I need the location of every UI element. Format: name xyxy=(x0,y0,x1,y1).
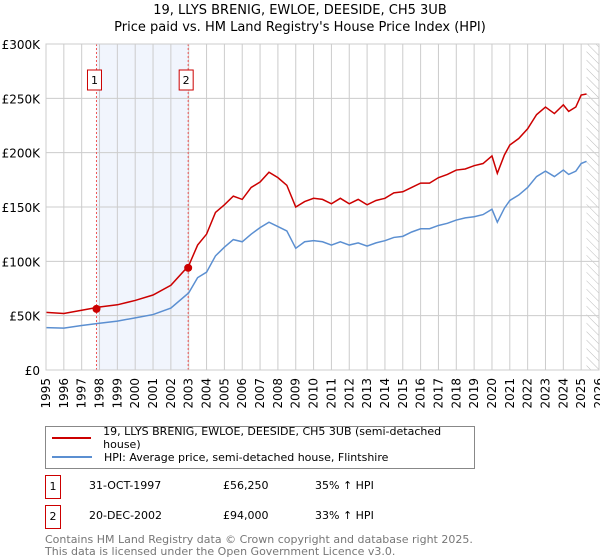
x-tick-label: 2024 xyxy=(556,378,570,409)
legend-swatch-hpi xyxy=(52,456,92,458)
x-tick-label: 1999 xyxy=(110,378,124,409)
footer-line: This data is licensed under the Open Gov… xyxy=(45,545,396,558)
sale-marker-label: 2 xyxy=(183,74,190,87)
y-tick-label: £150K xyxy=(2,201,42,215)
x-tick-label: 1995 xyxy=(39,378,53,409)
plot-border xyxy=(45,43,600,371)
legend-hpi: HPI: Average price, semi-detached house,… xyxy=(104,450,389,464)
x-tick-label: 2001 xyxy=(146,378,160,409)
x-tick-label: 2016 xyxy=(414,378,428,409)
x-tick-label: 2021 xyxy=(503,378,517,409)
sale-point xyxy=(92,304,101,313)
x-tick-label: 2020 xyxy=(485,378,499,409)
x-tick-label: 2007 xyxy=(253,378,267,409)
x-tick-label: 2015 xyxy=(396,378,410,409)
sale-marker-label: 1 xyxy=(91,74,98,87)
x-tick-label: 2000 xyxy=(128,378,142,409)
x-tick-label: 2006 xyxy=(235,378,249,409)
footer-line: Contains HM Land Registry data © Crown c… xyxy=(45,533,473,546)
chart-subtitle: Price paid vs. HM Land Registry's House … xyxy=(114,20,486,35)
y-tick-label: £250K xyxy=(2,92,42,106)
price-chart: 1995 1996 1997 1998 1999 2000 2001 2002 2003 2004… xyxy=(2,38,600,409)
legend-property: 19, LLYS BRENIG, EWLOE, DEESIDE, CH5 3UB… xyxy=(103,425,442,451)
x-tick-label: 2008 xyxy=(271,378,285,409)
x-tick-label: 1997 xyxy=(75,378,89,409)
table-row: 1 31-OCT-1997 £56,250 35% ↑ HPI xyxy=(45,475,545,499)
x-tick-label: 2009 xyxy=(289,378,303,409)
sale-hpi-change: 35% ↑ HPI xyxy=(315,479,374,492)
table-row: 2 20-DEC-2002 £94,000 33% ↑ HPI xyxy=(45,505,545,529)
sale-marker-box xyxy=(86,69,102,91)
sale-marker-label: 2 xyxy=(45,505,61,529)
x-tick-label: 2010 xyxy=(307,378,321,409)
x-tick-label: 2026 xyxy=(592,378,600,409)
sale-marker-box xyxy=(178,69,194,91)
x-tick-label: 2018 xyxy=(449,378,463,409)
sale-hpi-change: 33% ↑ HPI xyxy=(315,509,374,522)
x-tick-label: 2014 xyxy=(378,378,392,409)
x-tick-label: 2011 xyxy=(324,378,338,409)
x-tick-label: 2004 xyxy=(200,378,214,409)
y-tick-label: £300K xyxy=(2,38,42,52)
sale-point xyxy=(184,263,193,272)
y-tick-label: £50K xyxy=(9,310,41,324)
sale-date: 31-OCT-1997 xyxy=(89,479,162,492)
x-tick-label: 2002 xyxy=(164,378,178,409)
x-tick-label: 2003 xyxy=(182,378,196,409)
property-price-line xyxy=(45,93,587,315)
y-tick-label: £100K xyxy=(2,255,42,269)
x-tick-label: 2025 xyxy=(574,378,588,409)
x-tick-label: 2005 xyxy=(217,378,231,409)
footer: Contains HM Land Registry data © Crown c… xyxy=(45,534,473,558)
x-tick-label: 2017 xyxy=(431,378,445,409)
x-tick-label: 2023 xyxy=(538,378,552,409)
x-tick-label: 2022 xyxy=(521,378,535,409)
sale-price: £56,250 xyxy=(223,479,269,492)
chart-title: 19, LLYS BRENIG, EWLOE, DEESIDE, CH5 3UB xyxy=(153,3,447,18)
x-tick-label: 2012 xyxy=(342,378,356,409)
hpi-line xyxy=(45,160,587,329)
legend-swatch-property xyxy=(52,437,92,439)
y-tick-label: £200K xyxy=(2,147,42,161)
sale-price: £94,000 xyxy=(223,509,269,522)
y-tick-label: £0 xyxy=(25,364,40,378)
sale-marker-label: 1 xyxy=(45,475,61,499)
x-tick-label: 1996 xyxy=(57,378,71,409)
x-tick-label: 1998 xyxy=(93,378,107,409)
sale-date: 20-DEC-2002 xyxy=(89,509,163,522)
x-tick-label: 2013 xyxy=(360,378,374,409)
x-tick-label: 2019 xyxy=(467,378,481,409)
legend: 19, LLYS BRENIG, EWLOE, DEESIDE, CH5 3UB… xyxy=(45,425,475,469)
